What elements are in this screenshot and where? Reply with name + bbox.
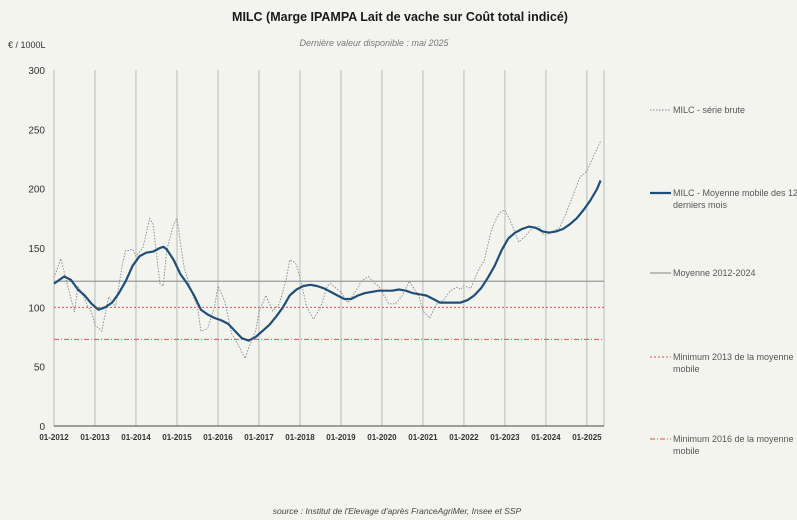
y-tick-label: 150 [28, 244, 45, 255]
legend-label-min-2013-line2: mobile [673, 364, 700, 374]
legend-item-min-2013: Minimum 2013 de la moyenne mobile [650, 352, 796, 374]
x-tick-label: 01-2015 [162, 433, 192, 442]
y-tick-labels: 0 50 100 150 200 250 300 [28, 66, 45, 433]
x-tick-label: 01-2025 [572, 433, 602, 442]
series-lines [53, 141, 602, 360]
chart-title: MILC (Marge IPAMPA Lait de vache sur Coû… [232, 10, 568, 24]
legend-label-min-2016-line2: mobile [673, 446, 700, 456]
legend-item-raw: MILC - série brute [650, 105, 745, 115]
chart-source: source : Institut de l'Elevage d'après F… [273, 506, 522, 516]
legend-label-min-2013: Minimum 2013 de la moyenne mobile [673, 352, 796, 374]
x-tick-label: 01-2013 [80, 433, 110, 442]
x-tick-label: 01-2022 [449, 433, 479, 442]
series-line-raw [53, 141, 602, 360]
y-axis-unit: € / 1000L [8, 40, 46, 50]
legend-label-min-2016: Minimum 2016 de la moyenne mobile [673, 434, 796, 456]
plot-area: 0 50 100 150 200 250 300 01-2012 01-2013 01-2014… [28, 66, 605, 442]
legend-label-min-2013-line1: Minimum 2013 de la moyenne [673, 352, 794, 362]
y-tick-label: 50 [34, 363, 46, 374]
x-tick-labels: 01-2012 01-2013 01-2014 01-2015 01-2016 01-20… [39, 433, 602, 442]
legend-label-min-2016-line1: Minimum 2016 de la moyenne [673, 434, 794, 444]
y-tick-label: 200 [28, 185, 45, 196]
y-tick-label: 100 [28, 303, 45, 314]
gridlines [53, 70, 605, 426]
x-tick-label: 01-2018 [285, 433, 315, 442]
legend-label-raw: MILC - série brute [673, 105, 745, 115]
x-tick-label: 01-2017 [244, 433, 274, 442]
legend-item-moving-avg: MILC - Moyenne mobile des 12 derniers mo… [650, 188, 797, 210]
x-tick-label: 01-2023 [490, 433, 520, 442]
x-tick-label: 01-2019 [326, 433, 356, 442]
x-tick-label: 01-2014 [121, 433, 151, 442]
x-tick-label: 01-2012 [39, 433, 69, 442]
legend-label-moving-avg-line2: derniers mois [673, 200, 728, 210]
y-tick-label: 300 [28, 66, 45, 77]
y-tick-label: 250 [28, 125, 45, 136]
y-tick-label: 0 [39, 422, 45, 433]
series-line-moving-avg [53, 179, 602, 342]
x-tick-label: 01-2016 [203, 433, 233, 442]
legend-label-moving-avg: MILC - Moyenne mobile des 12 derniers mo… [673, 188, 797, 210]
plot-background [54, 70, 604, 426]
legend: MILC - série brute MILC - Moyenne mobile… [650, 105, 797, 456]
x-tick-label: 01-2021 [408, 433, 438, 442]
reference-lines [54, 280, 604, 340]
legend-item-min-2016: Minimum 2016 de la moyenne mobile [650, 434, 796, 456]
x-tick-label: 01-2024 [531, 433, 561, 442]
x-tick-label: 01-2020 [367, 433, 397, 442]
legend-label-moving-avg-line1: MILC - Moyenne mobile des 12 [673, 188, 797, 198]
legend-label-mean: Moyenne 2012-2024 [673, 268, 756, 278]
chart-subtitle: Dernière valeur disponible : mai 2025 [299, 38, 449, 48]
legend-item-mean: Moyenne 2012-2024 [650, 268, 756, 278]
